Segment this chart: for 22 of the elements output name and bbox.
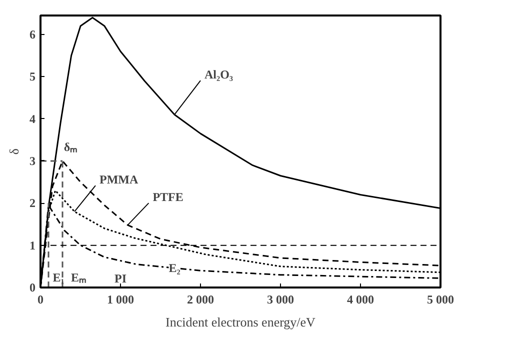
y-axis-title: δ: [6, 148, 22, 155]
annotation: Eₘ: [71, 270, 86, 284]
annotation: Al₂O₃: [204, 68, 234, 82]
x-axis-title: Incident electrons energy/eV: [166, 314, 316, 330]
y-tick-label: 2: [30, 196, 36, 210]
annotation: PI: [114, 272, 127, 286]
annotation: E₂: [168, 261, 181, 276]
y-tick-label: 4: [30, 112, 36, 126]
annotation: δₘ: [64, 140, 78, 154]
x-tick-label: 4 000: [347, 292, 374, 306]
x-tick-label: 3 000: [267, 292, 294, 306]
annotation: PTFE: [152, 190, 184, 204]
y-tick-label: 3: [30, 154, 36, 168]
x-tick-label: 2 000: [187, 292, 214, 306]
x-tick-label: 5 000: [427, 292, 454, 306]
y-tick-label: 5: [30, 70, 36, 84]
annotation: PMMA: [100, 172, 138, 187]
x-tick-label: 1 000: [107, 292, 134, 306]
y-tick-label: 0: [30, 280, 36, 294]
y-tick-label: 1: [30, 238, 36, 252]
annotation: E₁: [52, 270, 65, 284]
y-tick-label: 6: [30, 27, 36, 42]
